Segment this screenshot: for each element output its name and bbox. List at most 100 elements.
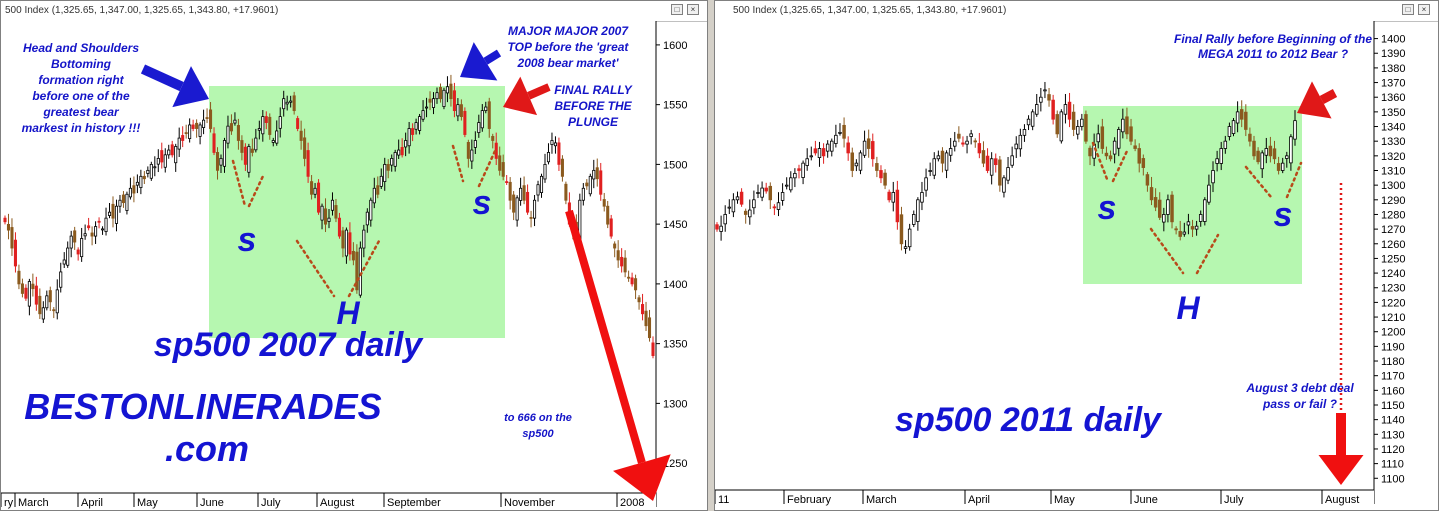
candle-body (883, 172, 887, 186)
candle-body (1268, 145, 1273, 157)
candle-body (355, 251, 359, 291)
candle-body (1030, 111, 1035, 127)
y-tick-label: 1260 (1381, 239, 1405, 251)
candle-body (1178, 231, 1182, 237)
x-tick-label: August (1325, 494, 1359, 506)
candle-body (1231, 120, 1236, 134)
y-tick-label: 1270 (1381, 224, 1405, 236)
y-tick-label: 1310 (1381, 165, 1405, 177)
restore-icon[interactable]: □ (671, 4, 683, 15)
y-tick-label: 1150 (1381, 400, 1405, 412)
candle-body (320, 205, 324, 221)
hs-note-line: formation right (38, 73, 124, 87)
candle-body (887, 191, 891, 201)
target-note-line: sp500 (522, 428, 554, 440)
candle-body (212, 133, 216, 153)
candle-body (1293, 120, 1297, 140)
candle-body (752, 199, 756, 209)
right-chart-svg: 1400 1390 1380 1370 1360 1350 1340 1330 1320 1310… (715, 21, 1405, 510)
candle-body (327, 217, 331, 222)
y-tick-label: 1120 (1381, 444, 1405, 456)
left-shoulder-line-right (247, 174, 265, 208)
candle-body (588, 175, 592, 195)
candle-body (282, 98, 286, 110)
candle-body (250, 148, 254, 153)
candle-body (83, 233, 87, 237)
candle-body (261, 116, 265, 135)
candle-body (170, 144, 174, 156)
hs-note-line: Bottoming (51, 57, 112, 71)
candle-body (289, 100, 293, 103)
candle-body (776, 202, 781, 210)
candle-body (1157, 199, 1162, 218)
y-tick-label: 1190 (1381, 341, 1405, 353)
candle-body (121, 194, 125, 204)
candle-body (1182, 231, 1187, 235)
candle-body (452, 90, 456, 112)
candle-body (411, 128, 415, 135)
candle-body (1153, 197, 1158, 208)
aug-note-line: pass or fail ? (1262, 397, 1338, 411)
candle-body (13, 239, 17, 267)
candle-body (1145, 174, 1150, 186)
candle-body (585, 182, 589, 187)
candle-body (903, 246, 908, 249)
candle-body (268, 116, 272, 135)
y-tick-label: 1350 (1381, 107, 1405, 119)
candle-body (637, 297, 641, 303)
candle-body (1264, 148, 1269, 156)
candle-body (73, 230, 77, 243)
close-icon[interactable]: × (687, 4, 699, 15)
candle-body (772, 206, 777, 209)
candle-body (838, 131, 842, 134)
candle-body (226, 125, 230, 144)
candle-body (1289, 136, 1293, 164)
candle-body (866, 138, 871, 149)
candle-body (135, 181, 139, 186)
candle-body (104, 217, 108, 232)
candle-body (243, 146, 247, 165)
candle-body (66, 247, 70, 266)
candle-body (644, 310, 648, 327)
y-tick-label: 1330 (1381, 136, 1405, 148)
final-rally-line: MEGA 2011 to 2012 Bear ? (1198, 47, 1349, 61)
y-tick-label: 1340 (1381, 122, 1405, 134)
candle-body (431, 98, 436, 108)
candle-body (1039, 96, 1043, 103)
candle-body (515, 197, 519, 221)
x-tick-label: February (787, 494, 832, 506)
candle-body (748, 209, 752, 218)
candle-body (825, 143, 830, 152)
candle-body (789, 177, 793, 191)
restore-icon[interactable]: □ (1402, 4, 1414, 15)
candle-body (278, 116, 282, 129)
panel-divider[interactable] (708, 0, 714, 511)
candle-body (69, 235, 73, 249)
y-tick-label: 1600 (663, 40, 687, 52)
candle-body (505, 181, 509, 183)
candle-body (932, 158, 936, 176)
candle-body (1129, 126, 1133, 142)
candle-body (487, 101, 491, 129)
candle-body (397, 149, 401, 156)
candle-body (508, 181, 512, 201)
x-axis-band (1, 493, 656, 510)
candle-body (400, 147, 404, 156)
x-tick-label: April (81, 497, 103, 509)
candle-body (1272, 148, 1277, 160)
candle-body (442, 89, 446, 107)
candle-body (727, 206, 732, 209)
candle-body (379, 175, 383, 187)
close-icon[interactable]: × (1418, 4, 1430, 15)
candle-body (805, 158, 809, 166)
candle-body (184, 132, 188, 135)
candle-body (973, 140, 977, 143)
candle-body (303, 137, 307, 159)
candle-body (348, 232, 352, 255)
candle-body (784, 184, 789, 187)
candle-body (989, 158, 994, 176)
candle-body (31, 283, 35, 290)
candle-body (581, 187, 585, 201)
candle-body (1211, 170, 1215, 184)
candle-body (80, 238, 84, 258)
